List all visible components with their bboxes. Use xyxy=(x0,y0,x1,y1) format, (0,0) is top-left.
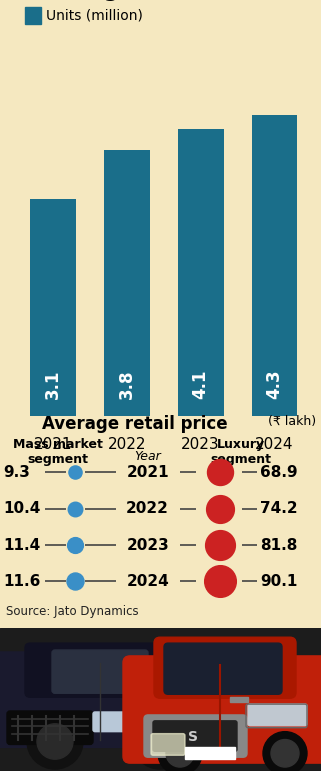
Point xyxy=(73,575,78,588)
Text: 2021: 2021 xyxy=(126,465,169,480)
Text: 11.4: 11.4 xyxy=(3,537,40,553)
Point xyxy=(217,466,222,479)
Text: Luxury
segment: Luxury segment xyxy=(210,438,271,466)
Text: 11.6: 11.6 xyxy=(3,574,40,589)
Text: Source: Jato Dynamics: Source: Jato Dynamics xyxy=(6,604,139,618)
Circle shape xyxy=(37,724,73,759)
Text: Units (million): Units (million) xyxy=(46,8,143,22)
Point xyxy=(217,503,222,515)
Text: 2024: 2024 xyxy=(255,437,294,453)
Circle shape xyxy=(27,714,83,769)
Point xyxy=(217,575,222,588)
Text: Average retail price: Average retail price xyxy=(42,416,228,433)
Text: 90.1: 90.1 xyxy=(260,574,297,589)
Text: 2022: 2022 xyxy=(108,437,146,453)
Point xyxy=(73,466,78,479)
Text: 2023: 2023 xyxy=(126,537,169,553)
Text: 81.8: 81.8 xyxy=(260,537,297,553)
Circle shape xyxy=(142,724,178,759)
Circle shape xyxy=(271,739,299,767)
Point xyxy=(73,503,78,515)
Text: 74.2: 74.2 xyxy=(260,501,298,517)
Bar xyxy=(178,129,223,416)
FancyBboxPatch shape xyxy=(153,721,237,751)
FancyBboxPatch shape xyxy=(7,711,93,745)
FancyBboxPatch shape xyxy=(93,712,142,732)
Text: 2024: 2024 xyxy=(126,574,169,589)
FancyBboxPatch shape xyxy=(25,643,165,697)
Bar xyxy=(25,7,41,24)
Point xyxy=(217,539,222,551)
FancyBboxPatch shape xyxy=(123,656,321,763)
Text: Year: Year xyxy=(134,449,161,463)
FancyBboxPatch shape xyxy=(144,715,247,757)
Bar xyxy=(104,150,150,416)
Text: 9.3: 9.3 xyxy=(3,465,30,480)
FancyBboxPatch shape xyxy=(154,637,296,699)
Text: 4.3: 4.3 xyxy=(265,369,283,399)
Text: 2021: 2021 xyxy=(34,437,72,453)
Circle shape xyxy=(166,739,194,767)
Point xyxy=(73,539,78,551)
FancyBboxPatch shape xyxy=(151,734,185,756)
Text: 3.8: 3.8 xyxy=(118,369,136,399)
Bar xyxy=(252,115,297,416)
FancyBboxPatch shape xyxy=(164,643,282,694)
FancyBboxPatch shape xyxy=(0,652,196,747)
Bar xyxy=(230,697,248,702)
FancyBboxPatch shape xyxy=(248,704,307,726)
Text: 4.1: 4.1 xyxy=(192,369,210,399)
Circle shape xyxy=(263,732,307,771)
Text: S: S xyxy=(188,729,198,743)
Circle shape xyxy=(132,714,188,769)
Text: 68.9: 68.9 xyxy=(260,465,298,480)
Text: (₹ lakh): (₹ lakh) xyxy=(268,416,316,429)
Text: Mass market
segment: Mass market segment xyxy=(13,438,103,466)
Bar xyxy=(30,199,76,416)
Text: 2023: 2023 xyxy=(181,437,220,453)
Text: 2022: 2022 xyxy=(126,501,169,517)
Text: 3.1: 3.1 xyxy=(44,369,62,399)
Text: 10.4: 10.4 xyxy=(3,501,40,517)
FancyBboxPatch shape xyxy=(52,650,148,693)
Circle shape xyxy=(158,732,202,771)
Bar xyxy=(185,747,235,759)
